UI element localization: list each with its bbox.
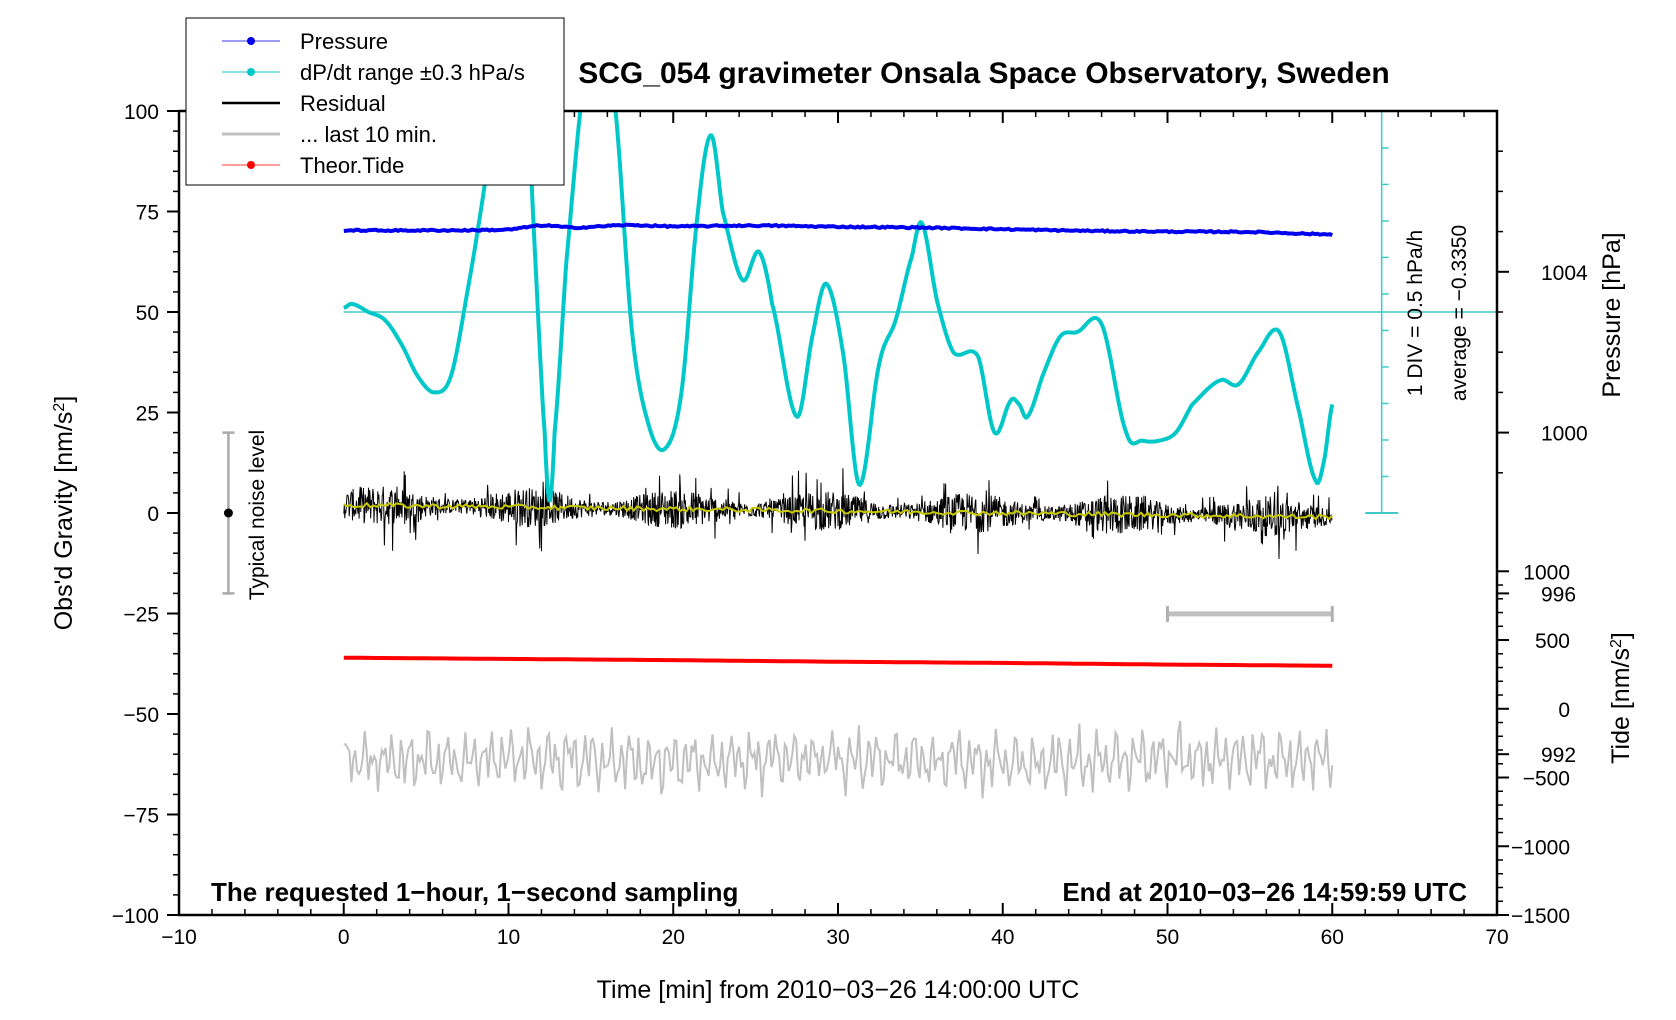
series-last-10-min <box>343 720 1334 799</box>
tide-tick-label: −1000 <box>1511 836 1570 859</box>
legend-label-pressure: Pressure <box>300 29 388 54</box>
pressure-tick-label: 1004 <box>1541 262 1588 285</box>
legend-item-pressure: Pressure <box>222 29 388 54</box>
pressure-tick-label: 996 <box>1541 583 1576 606</box>
tide-axis-label: Tide [nm/s2] <box>1607 632 1635 764</box>
pressure-axis-label: Pressure [hPa] <box>1598 232 1626 397</box>
legend-label-dpdt: dP/dt range ±0.3 hPa/s <box>300 60 525 85</box>
x-tick-label: −10 <box>161 926 197 949</box>
noise-level-label: Typical noise level <box>246 430 269 600</box>
x-tick-label: 40 <box>991 926 1014 949</box>
pressure-tick-label: 1000 <box>1541 423 1588 446</box>
sampling-note: The requested 1−hour, 1−second sampling <box>211 877 738 907</box>
series-pressure <box>343 222 1333 237</box>
series-dpdt <box>343 111 1335 503</box>
tide-tick-label: 500 <box>1535 630 1570 653</box>
tide-tick-label: 1000 <box>1523 561 1570 584</box>
y-tick-label: −50 <box>123 704 159 727</box>
legend-label-residual: Residual <box>300 91 386 116</box>
y-tick-label: 75 <box>136 202 159 225</box>
pressure-tick-label: 992 <box>1541 744 1576 767</box>
tide-tick-label: 0 <box>1558 699 1570 722</box>
legend-box <box>185 17 565 186</box>
tide-tick-label: −1500 <box>1511 905 1570 928</box>
legend-label-theor-tide: Theor.Tide <box>300 153 404 178</box>
end-time-note: End at 2010−03−26 14:59:59 UTC <box>1062 877 1467 907</box>
legend-item-residual: Residual <box>222 91 386 116</box>
series-theor-tide <box>343 655 1333 668</box>
series-residual-smoothed <box>343 501 1333 521</box>
legend: Pressure dP/dt range ±0.3 hPa/s Residual… <box>185 17 565 186</box>
y-tick-label: −75 <box>123 805 159 828</box>
dpdt-average-label: average = −0.3350 <box>1448 225 1471 401</box>
y-tick-label: −25 <box>123 604 159 627</box>
series-residual <box>343 467 1333 560</box>
x-tick-label: 50 <box>1156 926 1179 949</box>
y-axis-label-left: Obs'd Gravity [nm/s2] <box>50 396 78 631</box>
y-tick-label: −100 <box>112 905 159 928</box>
legend-marker-dpdt <box>247 68 255 76</box>
noise-level-center-dot <box>223 508 233 518</box>
y-tick-label: 0 <box>147 503 159 526</box>
tide-tick-label: −500 <box>1523 768 1570 791</box>
x-tick-label: 70 <box>1485 926 1508 949</box>
dpdt-div-label: 1 DIV = 0.5 hPa/h <box>1404 230 1427 396</box>
y-tick-label: 25 <box>136 403 159 426</box>
x-tick-label: 10 <box>497 926 520 949</box>
x-tick-label: 30 <box>826 926 849 949</box>
legend-item-last-10-min: ... last 10 min. <box>222 122 437 147</box>
data-series <box>343 111 1335 799</box>
legend-marker-theor-tide <box>247 161 255 169</box>
y-tick-label: 100 <box>124 101 159 124</box>
legend-item-dpdt: dP/dt range ±0.3 hPa/s <box>222 60 525 85</box>
axes: −10 0 10 20 30 40 50 60 701007550250−25−50−75−10… <box>112 101 1588 949</box>
x-tick-label: 60 <box>1321 926 1344 949</box>
chart-title: SCG_054 gravimeter Onsala Space Observat… <box>578 57 1390 90</box>
y-tick-label: 50 <box>136 302 159 325</box>
legend-marker-pressure <box>247 37 255 45</box>
x-tick-label: 0 <box>338 926 350 949</box>
x-tick-label: 20 <box>662 926 685 949</box>
x-axis-label: Time [min] from 2010−03−26 14:00:00 UTC <box>597 976 1080 1004</box>
legend-label-last-10-min: ... last 10 min. <box>300 122 437 147</box>
legend-item-theor-tide: Theor.Tide <box>222 153 404 178</box>
